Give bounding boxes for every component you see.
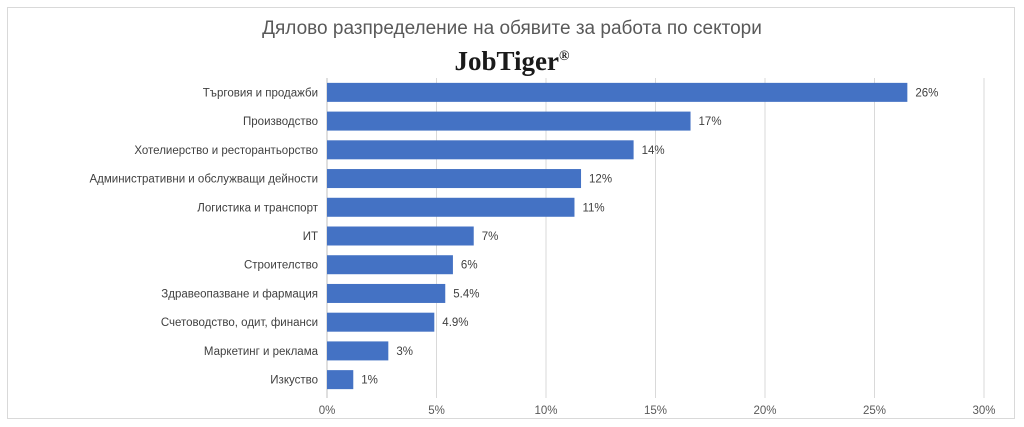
category-label: Строителство [244, 260, 318, 272]
bar [327, 111, 691, 131]
category-label: Изкуство [270, 375, 318, 387]
chart-frame [7, 7, 1015, 419]
category-label: Здравеопазване и фармация [161, 288, 318, 300]
x-tick-label: 25% [863, 405, 886, 417]
x-tick-label: 15% [644, 405, 667, 417]
category-label: Маркетинг и реклама [204, 346, 319, 358]
data-label: 14% [642, 145, 665, 157]
data-label: 17% [699, 116, 722, 128]
data-label: 5.4% [453, 288, 479, 300]
data-label: 4.9% [442, 317, 468, 329]
data-label: 12% [589, 174, 612, 186]
category-label: Търговия и продажби [203, 87, 318, 99]
data-label: 1% [361, 375, 378, 387]
bar [327, 82, 908, 102]
bar [327, 226, 474, 246]
bar [327, 255, 453, 275]
jobtiger-logo: JobTiger® [454, 46, 570, 76]
bar [327, 283, 446, 303]
bar [327, 312, 435, 332]
data-label: 3% [396, 346, 413, 358]
bar [327, 197, 575, 217]
x-tick-label: 5% [428, 405, 445, 417]
category-label: Логистика и транспорт [197, 202, 318, 214]
chart-title: Дялово разпределение на обявите за работ… [262, 18, 762, 39]
data-label: 7% [482, 231, 499, 243]
bar [327, 140, 634, 160]
data-label: 6% [461, 260, 478, 272]
category-label: ИТ [303, 231, 318, 243]
bar [327, 370, 354, 390]
bar [327, 169, 582, 189]
data-label: 11% [582, 202, 604, 214]
category-label: Счетоводство, одит, финанси [161, 317, 318, 329]
x-tick-label: 0% [319, 405, 336, 417]
category-label: Производство [243, 116, 318, 128]
category-label: Административни и обслужващи дейности [90, 174, 319, 186]
x-tick-label: 30% [972, 405, 995, 417]
x-tick-label: 10% [534, 405, 557, 417]
bar [327, 341, 389, 361]
category-label: Хотелиерство и ресторантьорство [134, 145, 318, 157]
x-tick-label: 20% [753, 405, 776, 417]
data-label: 26% [915, 87, 938, 99]
